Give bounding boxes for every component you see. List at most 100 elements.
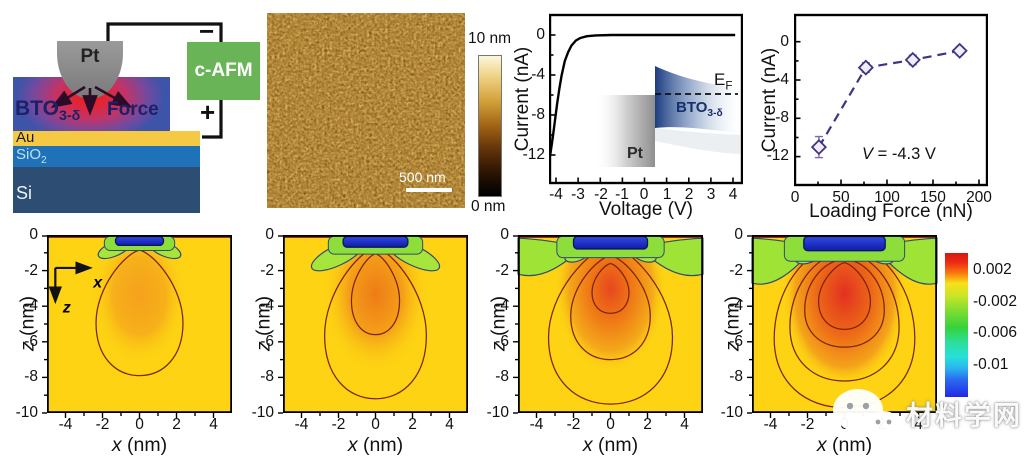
inset-bto-subscript: 3-δ <box>707 108 723 119</box>
contour-xtick: 4 <box>209 416 218 433</box>
contour-ytick: -6 <box>495 332 509 350</box>
colorbar-tick: -0.006 <box>973 324 1017 341</box>
afm-colorbar <box>478 55 502 197</box>
contour-ytick: -4 <box>495 297 509 315</box>
contour-ticks <box>513 235 686 418</box>
inset-bto-label: BTO3-δ <box>676 99 723 119</box>
contact-zone <box>114 235 165 247</box>
contour-ylabel: z (nm) <box>252 295 275 352</box>
contour-xlabel: x (nm) <box>816 434 873 456</box>
contour-xtick: 0 <box>606 416 615 433</box>
contour-xtick: -2 <box>800 416 815 433</box>
contour-panel-2: z (nm) 0 -2 -4 -6 -8 -10 -4 -2 0 2 4 x (… <box>236 215 471 457</box>
pt-tip-label: Pt <box>80 46 100 67</box>
iv-xtick: -1 <box>615 186 629 203</box>
force-ticks <box>795 40 980 185</box>
force-ylabel: Current (nA) <box>759 47 780 153</box>
contour-xtick: 0 <box>135 416 144 433</box>
iv-ytick: -4 <box>531 66 545 83</box>
contour-xlabel: x (nm) <box>582 434 639 456</box>
contour-xtick: 4 <box>914 416 923 433</box>
contour-plot <box>747 235 938 418</box>
contour-xtick: 2 <box>643 416 652 433</box>
contour-panel-3: z (nm) 0 -2 -4 -6 -8 -10 -4 -2 0 2 4 x (… <box>471 215 706 457</box>
contour-line <box>804 258 885 348</box>
colorbar-tick: -0.002 <box>973 293 1017 310</box>
contour-ytick: 0 <box>29 226 38 243</box>
contour-xtick: 4 <box>445 416 454 433</box>
contact-zone <box>342 235 409 248</box>
data-point-diamond <box>810 139 827 156</box>
contour-ytick: -8 <box>729 368 743 386</box>
cafm-box: c-AFM <box>187 42 260 100</box>
contour-line <box>95 249 184 377</box>
contour-ytick: -10 <box>486 404 509 421</box>
sio2-layer <box>13 146 200 167</box>
force-frame <box>794 13 988 187</box>
contour-ylabel: z (nm) <box>721 295 744 352</box>
iv-xtick: 3 <box>706 186 716 203</box>
afm-colorbar-max: 10 nm <box>468 30 512 47</box>
si-layer-label: Si <box>16 183 33 203</box>
contour-line <box>547 244 674 405</box>
force-xtick: 50 <box>832 189 850 206</box>
force-xlabel: Loading Force (nN) <box>809 201 973 222</box>
contour-ytick: -2 <box>260 261 274 279</box>
afm-topography-image: 500 nm <box>267 13 465 208</box>
contour-ticks <box>278 235 451 418</box>
iv-xtick: 4 <box>728 186 738 203</box>
contour-frame <box>282 235 468 413</box>
iv-xtick: 0 <box>639 186 649 203</box>
contour-plot: xz <box>42 235 232 418</box>
contour-ytick: -2 <box>24 261 38 279</box>
contour-panel-4: z (nm) 0 -2 -4 -6 -8 -10 -4 -2 0 2 4 x (… <box>705 215 940 457</box>
contact-zone <box>803 235 886 252</box>
contour-xlabel: x (nm) <box>111 434 168 456</box>
force-ytick: -12 <box>766 147 789 164</box>
contour-line <box>591 262 630 314</box>
contour-ylabel: z (nm) <box>16 295 39 352</box>
iv-xlabel: Voltage (V) <box>599 199 693 220</box>
data-point-diamond <box>857 59 874 76</box>
contour-frame <box>46 235 232 413</box>
iv-xtick: 2 <box>684 186 694 203</box>
iv-xtick: 1 <box>662 186 672 203</box>
force-ytick: 0 <box>780 33 789 50</box>
force-xtick: 200 <box>966 189 992 206</box>
contour-xtick: -4 <box>58 416 73 433</box>
minus-terminal: − <box>199 16 215 46</box>
force-ytick: -8 <box>775 109 789 126</box>
contour-xtick: -4 <box>294 416 309 433</box>
iv-xtick: -4 <box>549 186 563 203</box>
force-xtick: 100 <box>874 189 900 206</box>
inset-bto-band <box>655 66 740 133</box>
schematic-panel: Pt BTO3-δ Force Au SiO2 Si c-AFM − + <box>0 0 268 228</box>
contour-line <box>323 246 428 400</box>
contour-xlabel: x (nm) <box>347 434 404 456</box>
force-xtick: 150 <box>920 189 946 206</box>
contour-ytick: 0 <box>265 226 274 243</box>
contour-ytick: -2 <box>729 261 743 279</box>
contour-ytick: -4 <box>729 297 743 315</box>
iv-plot <box>549 13 743 185</box>
circuit-wire <box>106 22 223 139</box>
au-layer-label: Au <box>16 129 35 146</box>
contour-xtick: -4 <box>529 416 544 433</box>
contour-ytick: -8 <box>24 368 38 386</box>
sio2-layer-label: SiO2 <box>16 146 47 166</box>
contour-line <box>817 261 872 330</box>
contour-ytick: -4 <box>260 297 274 315</box>
iv-xtick: -3 <box>571 186 585 203</box>
au-layer <box>13 131 200 146</box>
iv-ytick: -8 <box>531 106 545 123</box>
strain-core <box>91 235 188 366</box>
contour-plot <box>278 235 468 418</box>
colorbar-tick: -0.01 <box>973 356 1009 373</box>
force-plot <box>794 13 988 187</box>
iv-ytick: 0 <box>536 26 545 43</box>
contour-ylabel: z (nm) <box>487 295 510 352</box>
contour-ytick: -2 <box>495 261 509 279</box>
force-arrows-icon <box>50 85 133 116</box>
fermi-subscript: F <box>725 80 733 93</box>
